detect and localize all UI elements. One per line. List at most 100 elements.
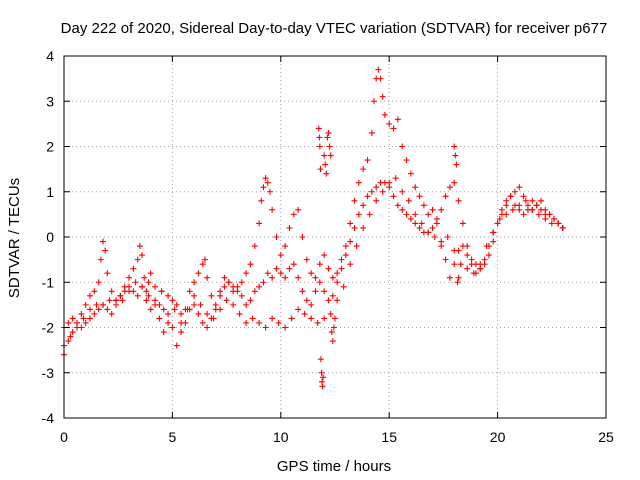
- data-point: [256, 319, 263, 326]
- data-point: [444, 234, 451, 240]
- data-point: [329, 338, 336, 345]
- x-tick-label: 15: [381, 429, 397, 445]
- data-point: [95, 279, 102, 286]
- x-tick-label: 20: [490, 429, 506, 445]
- data-point: [117, 292, 124, 299]
- data-point: [459, 220, 466, 227]
- data-point: [425, 229, 432, 236]
- data-point: [262, 175, 269, 182]
- data-point: [371, 98, 378, 105]
- data-point: [236, 310, 243, 317]
- data-point: [243, 301, 250, 308]
- data-point: [243, 319, 250, 326]
- data-point: [95, 306, 102, 313]
- data-points: [61, 66, 566, 390]
- data-point: [503, 202, 510, 209]
- data-point: [353, 243, 360, 250]
- data-point: [169, 324, 176, 331]
- data-point: [321, 315, 328, 322]
- data-point: [100, 238, 107, 245]
- data-point: [119, 297, 126, 304]
- data-point: [394, 116, 401, 123]
- data-point: [217, 306, 224, 313]
- data-point: [442, 256, 449, 263]
- data-point: [139, 252, 146, 259]
- data-point: [308, 315, 315, 322]
- data-point: [405, 197, 412, 204]
- data-point: [483, 243, 490, 250]
- data-point: [65, 338, 72, 345]
- y-tick-label: -2: [42, 320, 55, 336]
- data-point: [366, 211, 373, 218]
- data-point: [477, 261, 484, 268]
- data-point: [145, 292, 152, 299]
- data-point: [316, 261, 323, 268]
- data-point: [364, 193, 371, 200]
- data-point: [295, 306, 302, 313]
- data-point: [234, 283, 241, 290]
- data-point: [102, 247, 109, 254]
- data-point: [546, 211, 553, 218]
- data-point: [347, 261, 354, 268]
- data-point: [351, 224, 358, 231]
- data-point: [442, 193, 449, 200]
- data-point: [299, 234, 306, 240]
- data-point: [511, 188, 518, 195]
- data-point: [403, 211, 410, 218]
- data-point: [199, 319, 206, 326]
- data-point: [360, 202, 367, 209]
- data-point: [158, 288, 165, 295]
- data-point: [452, 152, 459, 159]
- data-point: [184, 306, 191, 313]
- data-point: [327, 310, 334, 317]
- data-point: [338, 256, 345, 263]
- data-point: [282, 274, 289, 281]
- data-point: [321, 288, 328, 295]
- data-point: [286, 265, 293, 272]
- data-point: [316, 143, 323, 150]
- data-point: [256, 220, 263, 227]
- data-point: [199, 261, 206, 268]
- data-point: [277, 252, 284, 259]
- data-point: [375, 66, 382, 73]
- data-point: [328, 329, 335, 336]
- x-axis-label: GPS time / hours: [277, 458, 391, 475]
- data-point: [143, 297, 150, 304]
- data-point: [347, 220, 354, 227]
- data-point: [212, 301, 219, 308]
- data-point: [403, 157, 410, 164]
- data-point: [316, 134, 323, 141]
- data-point: [451, 143, 458, 150]
- data-point: [537, 197, 544, 204]
- data-point: [108, 288, 115, 295]
- data-point: [269, 206, 276, 213]
- data-point: [416, 224, 423, 231]
- data-point: [312, 274, 319, 281]
- data-point: [243, 270, 250, 277]
- data-point: [446, 274, 453, 281]
- data-point: [191, 292, 198, 299]
- data-point: [433, 220, 440, 227]
- data-point: [330, 324, 337, 331]
- data-point: [303, 256, 310, 263]
- data-point: [104, 306, 111, 313]
- data-point: [390, 193, 397, 200]
- data-point: [429, 206, 436, 213]
- data-point: [82, 319, 89, 326]
- data-point: [457, 261, 464, 268]
- data-point: [516, 184, 523, 191]
- y-tick-label: 0: [46, 229, 54, 245]
- data-point: [373, 197, 380, 204]
- data-point: [249, 315, 256, 322]
- data-point: [468, 261, 475, 268]
- data-point: [425, 211, 432, 218]
- data-point: [143, 288, 150, 295]
- data-point: [386, 179, 393, 186]
- data-point: [238, 279, 245, 286]
- data-point: [386, 120, 393, 127]
- data-point: [251, 288, 258, 295]
- data-point: [260, 184, 267, 191]
- data-point: [464, 265, 471, 272]
